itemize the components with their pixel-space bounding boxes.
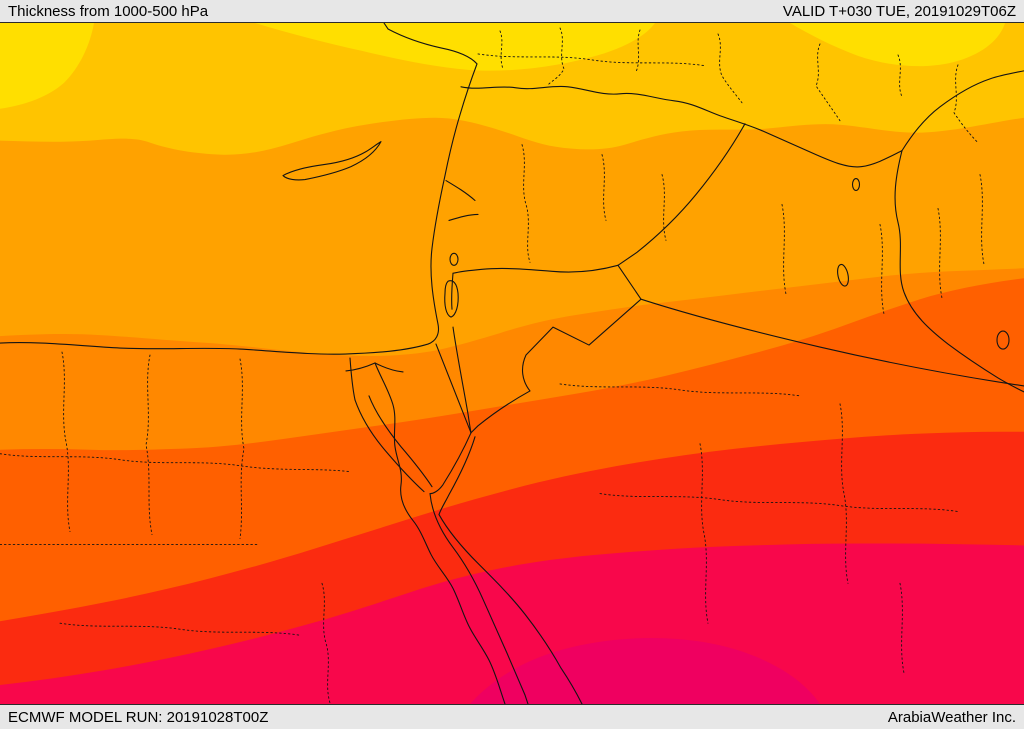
admin-line — [953, 64, 979, 144]
admin-line — [239, 358, 245, 539]
nile-delta — [345, 362, 404, 373]
admin-line — [521, 144, 531, 263]
admin-line — [599, 493, 959, 513]
admin-line — [145, 354, 153, 535]
admin-line — [937, 208, 943, 299]
admin-line — [59, 622, 301, 636]
map-footer: ECMWF MODEL RUN: 20191028T00Z ArabiaWeat… — [0, 705, 1024, 729]
map-header: Thickness from 1000-500 hPa VALID T+030 … — [0, 0, 1024, 22]
gulf-of-suez-east-shore — [368, 395, 433, 488]
admin-line — [547, 27, 565, 86]
admin-line — [601, 154, 607, 221]
thickness-bands — [0, 23, 1024, 704]
admin-line — [717, 33, 743, 104]
red-sea-african-coast — [429, 493, 529, 704]
admin-line — [477, 53, 707, 67]
band-gold-top — [0, 23, 1024, 155]
border-jordan-saudi — [470, 298, 642, 434]
admin-line — [879, 223, 885, 315]
border-turkey-iran — [901, 70, 1024, 152]
admin-line — [321, 582, 331, 704]
admin-line — [0, 453, 351, 473]
thickness-map-svg — [0, 23, 1024, 704]
border-israel-egypt — [435, 343, 472, 434]
border-iraq-iran — [894, 150, 1024, 393]
band-bright-yellow-right — [790, 23, 1005, 67]
band-bright-yellow-center — [255, 23, 655, 71]
gulf-of-suez-west-shore — [354, 399, 425, 493]
border-syria-jordan — [452, 264, 619, 274]
admin-line — [499, 30, 504, 70]
admin-line — [699, 443, 709, 624]
sea-of-galilee — [449, 252, 459, 266]
dead-sea — [444, 280, 459, 318]
border-turkey-syria-iraq — [460, 85, 903, 168]
admin-line — [979, 174, 985, 265]
border-egypt-levant-coastline — [0, 23, 478, 355]
lake-right-edge — [996, 330, 1010, 350]
border-iraq-saudi — [617, 264, 1024, 387]
admin-line — [61, 351, 71, 532]
red-sea-arabian-coast — [438, 514, 583, 704]
country-borders — [0, 23, 1024, 704]
admin-line — [781, 204, 787, 295]
lake-tharthar — [837, 263, 849, 287]
valid-time-label: VALID T+030 TUE, 20191029T06Z — [782, 2, 1016, 20]
band-deep-crimson — [470, 638, 820, 704]
border-jordan-valley — [451, 272, 472, 434]
band-bright-yellow-left — [0, 23, 94, 109]
border-lebanon-south — [448, 213, 479, 221]
map-title: Thickness from 1000-500 hPa — [8, 2, 209, 20]
admin-line — [839, 403, 849, 584]
border-syria-iraq — [617, 123, 746, 266]
admin-line — [559, 383, 801, 397]
model-run-label: ECMWF MODEL RUN: 20191028T00Z — [8, 708, 269, 726]
gulf-of-aqaba-east-shore — [438, 436, 476, 516]
border-lebanon-north — [445, 179, 476, 202]
lake-north-iraq — [851, 177, 861, 192]
admin-boundaries-dotted — [0, 27, 985, 704]
nile-river — [374, 362, 506, 704]
brand-label: ArabiaWeather Inc. — [887, 708, 1016, 726]
cyprus-coastline — [282, 141, 382, 181]
admin-line — [661, 174, 667, 241]
gulf-of-aqaba-west-shore — [429, 432, 472, 495]
map-canvas — [0, 22, 1024, 705]
admin-line — [899, 582, 905, 674]
suez-canal — [349, 357, 356, 401]
